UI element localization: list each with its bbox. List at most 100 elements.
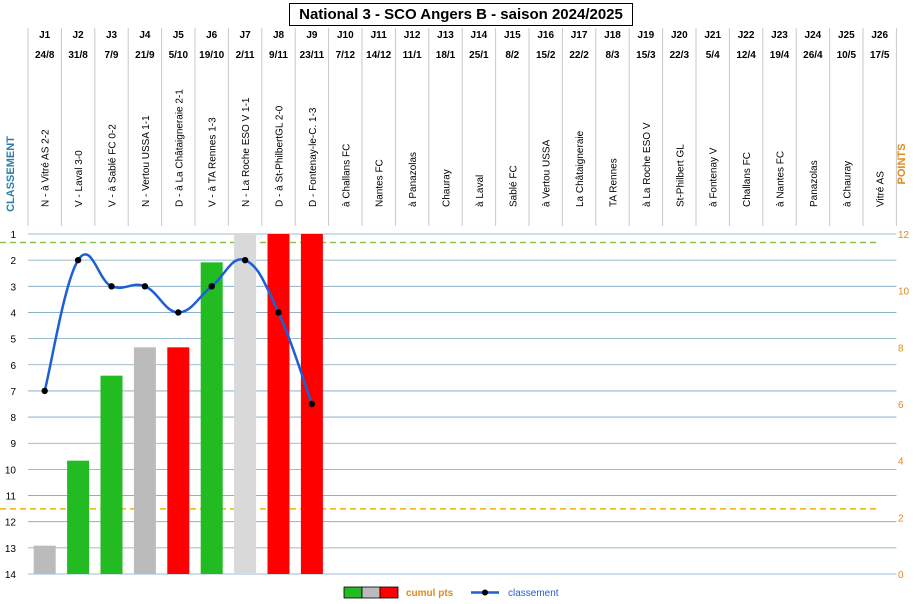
points-tick-label: 10 — [898, 287, 910, 298]
rank-tick-label: 11 — [6, 492, 17, 503]
matchday-date: 22/2 — [569, 50, 589, 61]
matchday-number: J1 — [39, 30, 51, 41]
matchday-date: 8/2 — [505, 50, 519, 61]
matchday-label: à Vertou USSA — [542, 139, 553, 207]
matchday-label: à Fontenay V — [709, 147, 720, 207]
matchday-number: J26 — [871, 30, 888, 41]
rank-tick-label: 14 — [5, 570, 17, 581]
matchday-date: 9/11 — [269, 50, 288, 61]
rank-tick-label: 8 — [10, 413, 16, 424]
legend-label-cumul: cumul pts — [406, 588, 454, 599]
matchday-number: J14 — [471, 30, 488, 41]
right-axis-title: POINTS — [896, 144, 908, 185]
classement-point — [175, 309, 182, 316]
classement-point — [208, 283, 215, 290]
points-tick-label: 8 — [898, 343, 904, 354]
points-tick-label: 0 — [898, 570, 904, 581]
matchday-date: 5/4 — [706, 50, 720, 61]
matchday-number: J17 — [571, 30, 588, 41]
matchday-label: N - La Roche ESO V 1-1 — [241, 97, 252, 207]
rank-tick-label: 1 — [10, 230, 16, 241]
points-bar — [133, 347, 156, 574]
matchday-date: 8/3 — [606, 50, 620, 61]
matchday-label: V - à TA Rennes 1-3 — [208, 117, 219, 207]
matchday-label: TA Rennes — [609, 158, 620, 207]
rank-tick-label: 12 — [5, 518, 17, 529]
classement-point — [141, 283, 149, 290]
points-tick-label: 4 — [898, 457, 904, 468]
rank-tick-label: 5 — [10, 335, 16, 346]
matchday-date: 25/1 — [469, 50, 489, 61]
matchday-label: D - Fontenay-le-C. 1-3 — [308, 107, 319, 207]
rank-tick-label: 10 — [5, 465, 17, 476]
matchday-number: J18 — [604, 30, 621, 41]
matchday-number: J22 — [738, 30, 755, 41]
matchday-date: 15/2 — [536, 50, 556, 61]
matchday-date: 23/11 — [300, 50, 325, 61]
matchday-date: 19/10 — [199, 50, 224, 61]
classement-point — [108, 283, 115, 290]
points-bar — [167, 347, 190, 574]
matchday-number: J11 — [371, 30, 388, 41]
points-bar — [33, 545, 56, 574]
points-bar — [67, 460, 90, 574]
matchday-date: 19/4 — [770, 50, 790, 61]
matchday-label: La Châtaigneraie — [575, 130, 586, 207]
points-tick-label: 12 — [898, 230, 910, 241]
matchday-date: 18/1 — [436, 50, 456, 61]
matchday-date: 17/5 — [870, 50, 890, 61]
matchday-date: 7/12 — [336, 50, 356, 61]
matchday-number: J4 — [139, 30, 151, 41]
matchday-label: Sablé FC — [508, 165, 519, 207]
rank-tick-label: 9 — [10, 439, 16, 450]
legend-swatch-red — [379, 586, 399, 599]
matchday-label: Nantes FC — [375, 159, 386, 207]
matchday-number: J15 — [504, 30, 521, 41]
matchday-number: J20 — [671, 30, 688, 41]
matchday-label: à Nantes FC — [776, 151, 787, 207]
matchday-number: J6 — [206, 30, 218, 41]
points-bar — [100, 375, 123, 574]
classement-point — [74, 256, 82, 264]
matchday-date: 5/10 — [169, 50, 189, 61]
matchday-label: N - Vertou USSA 1-1 — [141, 115, 152, 207]
matchday-number: J13 — [437, 30, 454, 41]
legend-swatch-green — [343, 586, 363, 599]
matchday-label: Vitré AS — [876, 171, 887, 207]
matchday-date: 22/3 — [670, 50, 690, 61]
matchday-label: à Panazolas — [408, 152, 419, 207]
matchday-date: 12/4 — [736, 50, 756, 61]
matchday-date: 10/5 — [837, 50, 857, 61]
matchday-number: J25 — [838, 30, 855, 41]
matchday-label: D - à St-PhilbertGL 2-0 — [275, 105, 286, 207]
matchday-number: J2 — [73, 30, 85, 41]
matchday-label: à Chauray — [842, 161, 853, 207]
classement-point — [308, 400, 316, 408]
rank-tick-label: 3 — [10, 282, 16, 293]
points-tick-label: 6 — [898, 400, 904, 411]
matchday-date: 7/9 — [105, 50, 119, 61]
matchday-number: J24 — [805, 30, 822, 41]
matchday-date: 31/8 — [68, 50, 88, 61]
legend-swatch-grey — [361, 586, 381, 599]
classement-point — [275, 309, 282, 316]
matchday-label: N - à Vitré AS 2-2 — [41, 129, 52, 207]
rank-tick-label: 6 — [10, 361, 16, 372]
matchday-date: 26/4 — [803, 50, 823, 61]
matchday-label: à La Roche ESO V — [642, 122, 653, 207]
matchday-label: St-Philbert GL — [675, 144, 686, 207]
matchday-number: J3 — [106, 30, 118, 41]
matchday-label: à Challans FC — [341, 144, 352, 207]
legend-label-classement: classement — [508, 588, 559, 599]
rank-tick-label: 7 — [10, 387, 16, 398]
matchday-label: V - à Sablé FC 0-2 — [108, 124, 119, 207]
points-bar — [200, 262, 223, 574]
matchday-number: J16 — [537, 30, 554, 41]
classement-point — [241, 256, 249, 264]
matchday-date: 21/9 — [135, 50, 155, 61]
matchday-label: D - à La Châtaigneraie 2-1 — [174, 89, 185, 207]
legend-line-marker — [482, 589, 488, 596]
matchday-date: 15/3 — [636, 50, 656, 61]
matchday-date: 24/8 — [35, 50, 55, 61]
